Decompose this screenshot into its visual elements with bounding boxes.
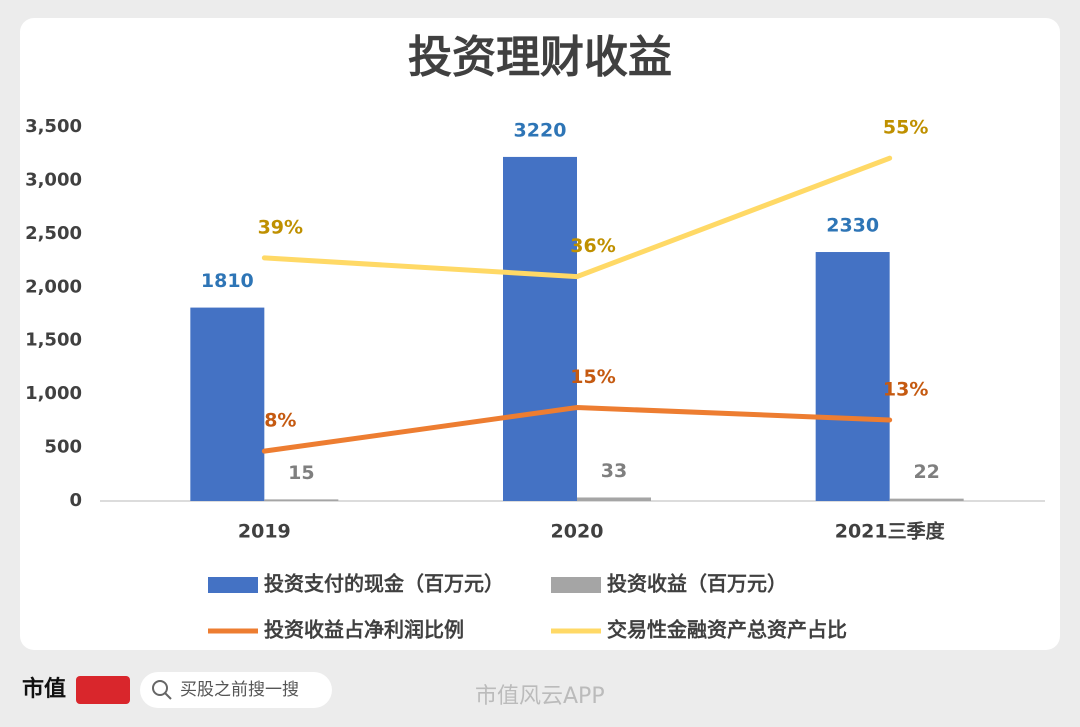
value-label: 8%: [264, 410, 296, 432]
y-tick-label: 2,500: [25, 223, 82, 244]
value-label: 3220: [514, 119, 567, 141]
value-label: 39%: [258, 216, 303, 238]
search-box[interactable]: [140, 672, 332, 708]
bar: [264, 499, 339, 501]
value-label: 13%: [883, 378, 928, 400]
x-tick-label: 2019: [238, 521, 291, 543]
line: [261, 155, 893, 280]
bar: [190, 307, 265, 501]
value-label: 15%: [570, 366, 615, 388]
legend-swatch: [208, 577, 258, 593]
bar: [503, 156, 577, 502]
x-tick-label: 2020: [551, 521, 604, 543]
y-tick-label: 1,000: [25, 383, 82, 404]
chart-title: 投资理财收益: [408, 32, 672, 83]
value-label: 33: [601, 460, 627, 482]
y-tick-label: 500: [44, 437, 82, 458]
brand-logo: [76, 676, 130, 704]
value-label: 15: [288, 462, 314, 484]
y-tick-label: 1,500: [25, 330, 82, 351]
bar: [889, 498, 964, 501]
bar: [577, 497, 651, 501]
value-label: 2330: [826, 215, 879, 237]
y-tick-label: 3,500: [25, 116, 82, 137]
brand: 市值: [22, 676, 66, 702]
value-label: 1810: [201, 270, 254, 292]
x-tick-label: 2021三季度: [835, 520, 946, 543]
search-icon: [164, 692, 172, 700]
bar: [815, 252, 890, 501]
line: [261, 404, 893, 454]
y-tick-label: 3,000: [25, 169, 82, 190]
search-icon: [152, 680, 168, 696]
search-text[interactable]: 买股之前搜一搜: [180, 680, 299, 700]
legend-label: 投资收益占净利润比例: [264, 618, 464, 642]
legend-label: 交易性金融资产总资产占比: [607, 618, 847, 642]
value-label: 22: [913, 461, 939, 483]
legend-swatch: [551, 577, 601, 593]
value-label: 36%: [570, 235, 615, 257]
legend-label: 投资支付的现金（百万元）: [264, 572, 504, 596]
watermark: 市值风云APP: [475, 684, 605, 709]
y-tick-label: 2,000: [25, 276, 82, 297]
y-tick-label: 0: [69, 490, 82, 511]
value-label: 55%: [883, 117, 928, 139]
legend-label: 投资收益（百万元）: [607, 572, 787, 596]
